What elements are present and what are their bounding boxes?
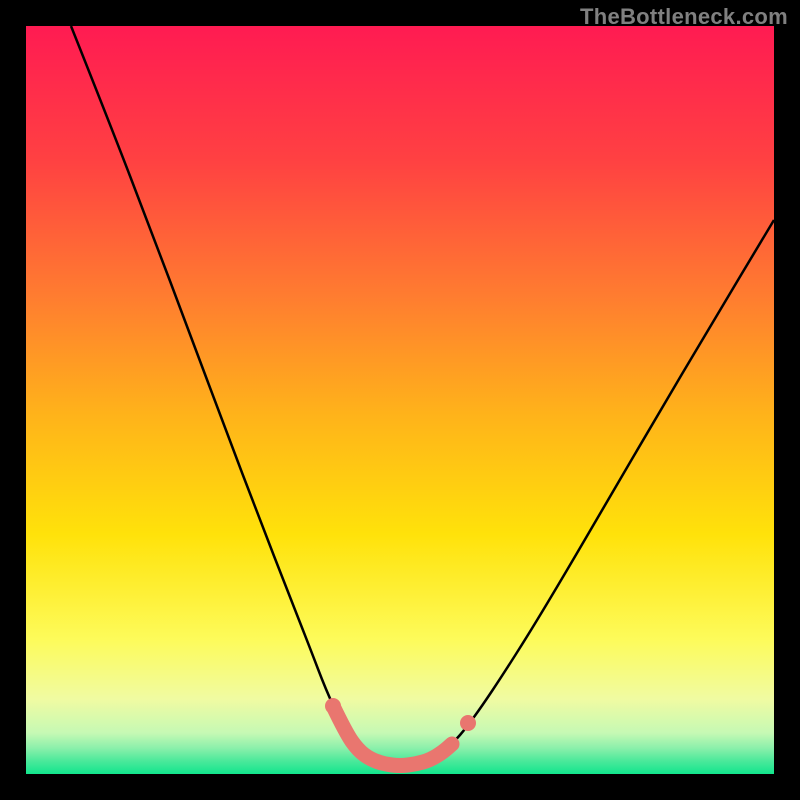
v-curve [71,26,774,766]
highlight-segment [333,706,452,766]
chart-overlay [26,26,774,774]
watermark-text: TheBottleneck.com [580,4,788,30]
highlight-dot [325,698,341,714]
figure: TheBottleneck.com [0,0,800,800]
highlight-group [325,698,476,766]
highlight-dot [460,715,476,731]
plot-area [26,26,774,774]
